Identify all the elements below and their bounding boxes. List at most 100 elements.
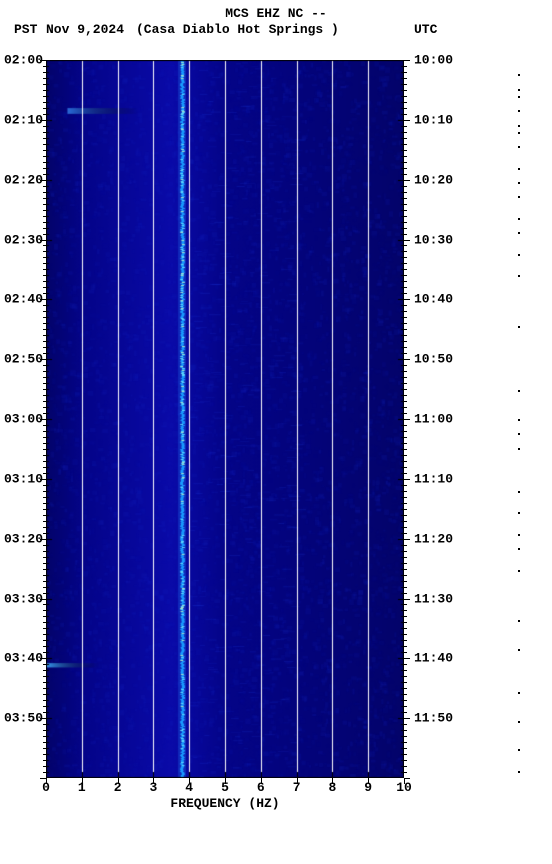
y-tick-mark [43, 742, 46, 743]
y-left-tick: 02:20 [4, 172, 43, 187]
y-tick-mark [43, 760, 46, 761]
y-tick-mark [404, 640, 407, 641]
y-tick-mark [404, 341, 407, 342]
y-tick-mark [404, 162, 407, 163]
y-tick-mark [43, 575, 46, 576]
y-tick-mark [43, 569, 46, 570]
date-label: Nov 9,2024 [46, 22, 124, 37]
y-tick-mark [404, 766, 407, 767]
y-tick-mark [43, 616, 46, 617]
y-tick-mark [43, 192, 46, 193]
y-right-tick: 11:30 [414, 591, 453, 606]
sidebar-dot [518, 326, 520, 328]
y-tick-mark [404, 126, 407, 127]
y-right-tick: 10:50 [414, 352, 453, 367]
y-tick-mark [404, 281, 407, 282]
y-left-tick: 03:50 [4, 711, 43, 726]
y-tick-mark [43, 503, 46, 504]
sidebar-dot [518, 692, 520, 694]
y-tick-mark [404, 144, 407, 145]
y-tick-mark [43, 222, 46, 223]
y-tick-mark [404, 718, 410, 719]
y-tick-mark [43, 305, 46, 306]
x-tick-mark [118, 778, 119, 784]
y-tick-mark [43, 640, 46, 641]
y-tick-mark [404, 461, 407, 462]
y-tick-mark [43, 515, 46, 516]
y-tick-mark [404, 413, 407, 414]
y-tick-mark [43, 754, 46, 755]
y-tick-mark [404, 760, 407, 761]
y-tick-mark [404, 419, 410, 420]
y-tick-mark [40, 240, 46, 241]
y-tick-mark [404, 545, 407, 546]
y-tick-mark [404, 467, 407, 468]
y-tick-mark [404, 557, 407, 558]
y-tick-mark [43, 383, 46, 384]
y-tick-mark [404, 120, 410, 121]
y-tick-mark [43, 228, 46, 229]
y-tick-mark [43, 437, 46, 438]
sidebar-dot [518, 512, 520, 514]
y-tick-mark [43, 126, 46, 127]
sidebar-dot [518, 448, 520, 450]
y-tick-mark [404, 724, 407, 725]
y-tick-mark [43, 425, 46, 426]
y-tick-mark [404, 192, 407, 193]
y-tick-mark [404, 365, 407, 366]
y-tick-mark [404, 60, 410, 61]
y-tick-mark [43, 527, 46, 528]
y-tick-mark [40, 120, 46, 121]
y-tick-mark [40, 299, 46, 300]
y-tick-mark [404, 234, 407, 235]
y-tick-mark [404, 491, 407, 492]
y-tick-mark [404, 634, 407, 635]
sidebar-dot [518, 491, 520, 493]
y-right-tick: 11:00 [414, 412, 453, 427]
y-left-tick: 02:00 [4, 53, 43, 68]
y-tick-mark [404, 581, 407, 582]
y-tick-mark [43, 66, 46, 67]
y-tick-mark [43, 676, 46, 677]
sidebar-dot [518, 254, 520, 256]
y-tick-mark [43, 736, 46, 737]
y-tick-mark [404, 593, 407, 594]
y-tick-mark [404, 228, 407, 229]
y-tick-mark [40, 419, 46, 420]
y-tick-mark [404, 401, 407, 402]
sidebar-dot [518, 182, 520, 184]
y-tick-mark [43, 682, 46, 683]
y-right-tick: 11:50 [414, 711, 453, 726]
y-tick-mark [43, 730, 46, 731]
y-left-tick: 03:20 [4, 531, 43, 546]
y-tick-mark [404, 437, 407, 438]
y-tick-mark [43, 257, 46, 258]
y-tick-mark [404, 730, 407, 731]
y-tick-mark [404, 311, 407, 312]
y-tick-mark [404, 275, 407, 276]
y-tick-mark [404, 569, 407, 570]
y-tick-mark [43, 521, 46, 522]
y-tick-mark [43, 353, 46, 354]
y-tick-mark [43, 473, 46, 474]
y-tick-mark [404, 102, 407, 103]
sidebar-dot [518, 390, 520, 392]
y-tick-mark [43, 108, 46, 109]
y-tick-mark [404, 706, 407, 707]
y-tick-mark [404, 539, 410, 540]
x-tick-mark [332, 778, 333, 784]
y-left-tick: 02:50 [4, 352, 43, 367]
y-tick-mark [43, 497, 46, 498]
y-right-tick: 10:10 [414, 112, 453, 127]
y-tick-mark [404, 700, 407, 701]
y-tick-mark [404, 240, 410, 241]
y-tick-mark [43, 443, 46, 444]
y-tick-mark [43, 162, 46, 163]
y-tick-mark [43, 371, 46, 372]
sidebar-dot [518, 721, 520, 723]
y-right-tick: 10:40 [414, 292, 453, 307]
y-tick-mark [43, 168, 46, 169]
y-tick-mark [43, 509, 46, 510]
y-tick-mark [404, 156, 407, 157]
sidebar-dot [518, 96, 520, 98]
